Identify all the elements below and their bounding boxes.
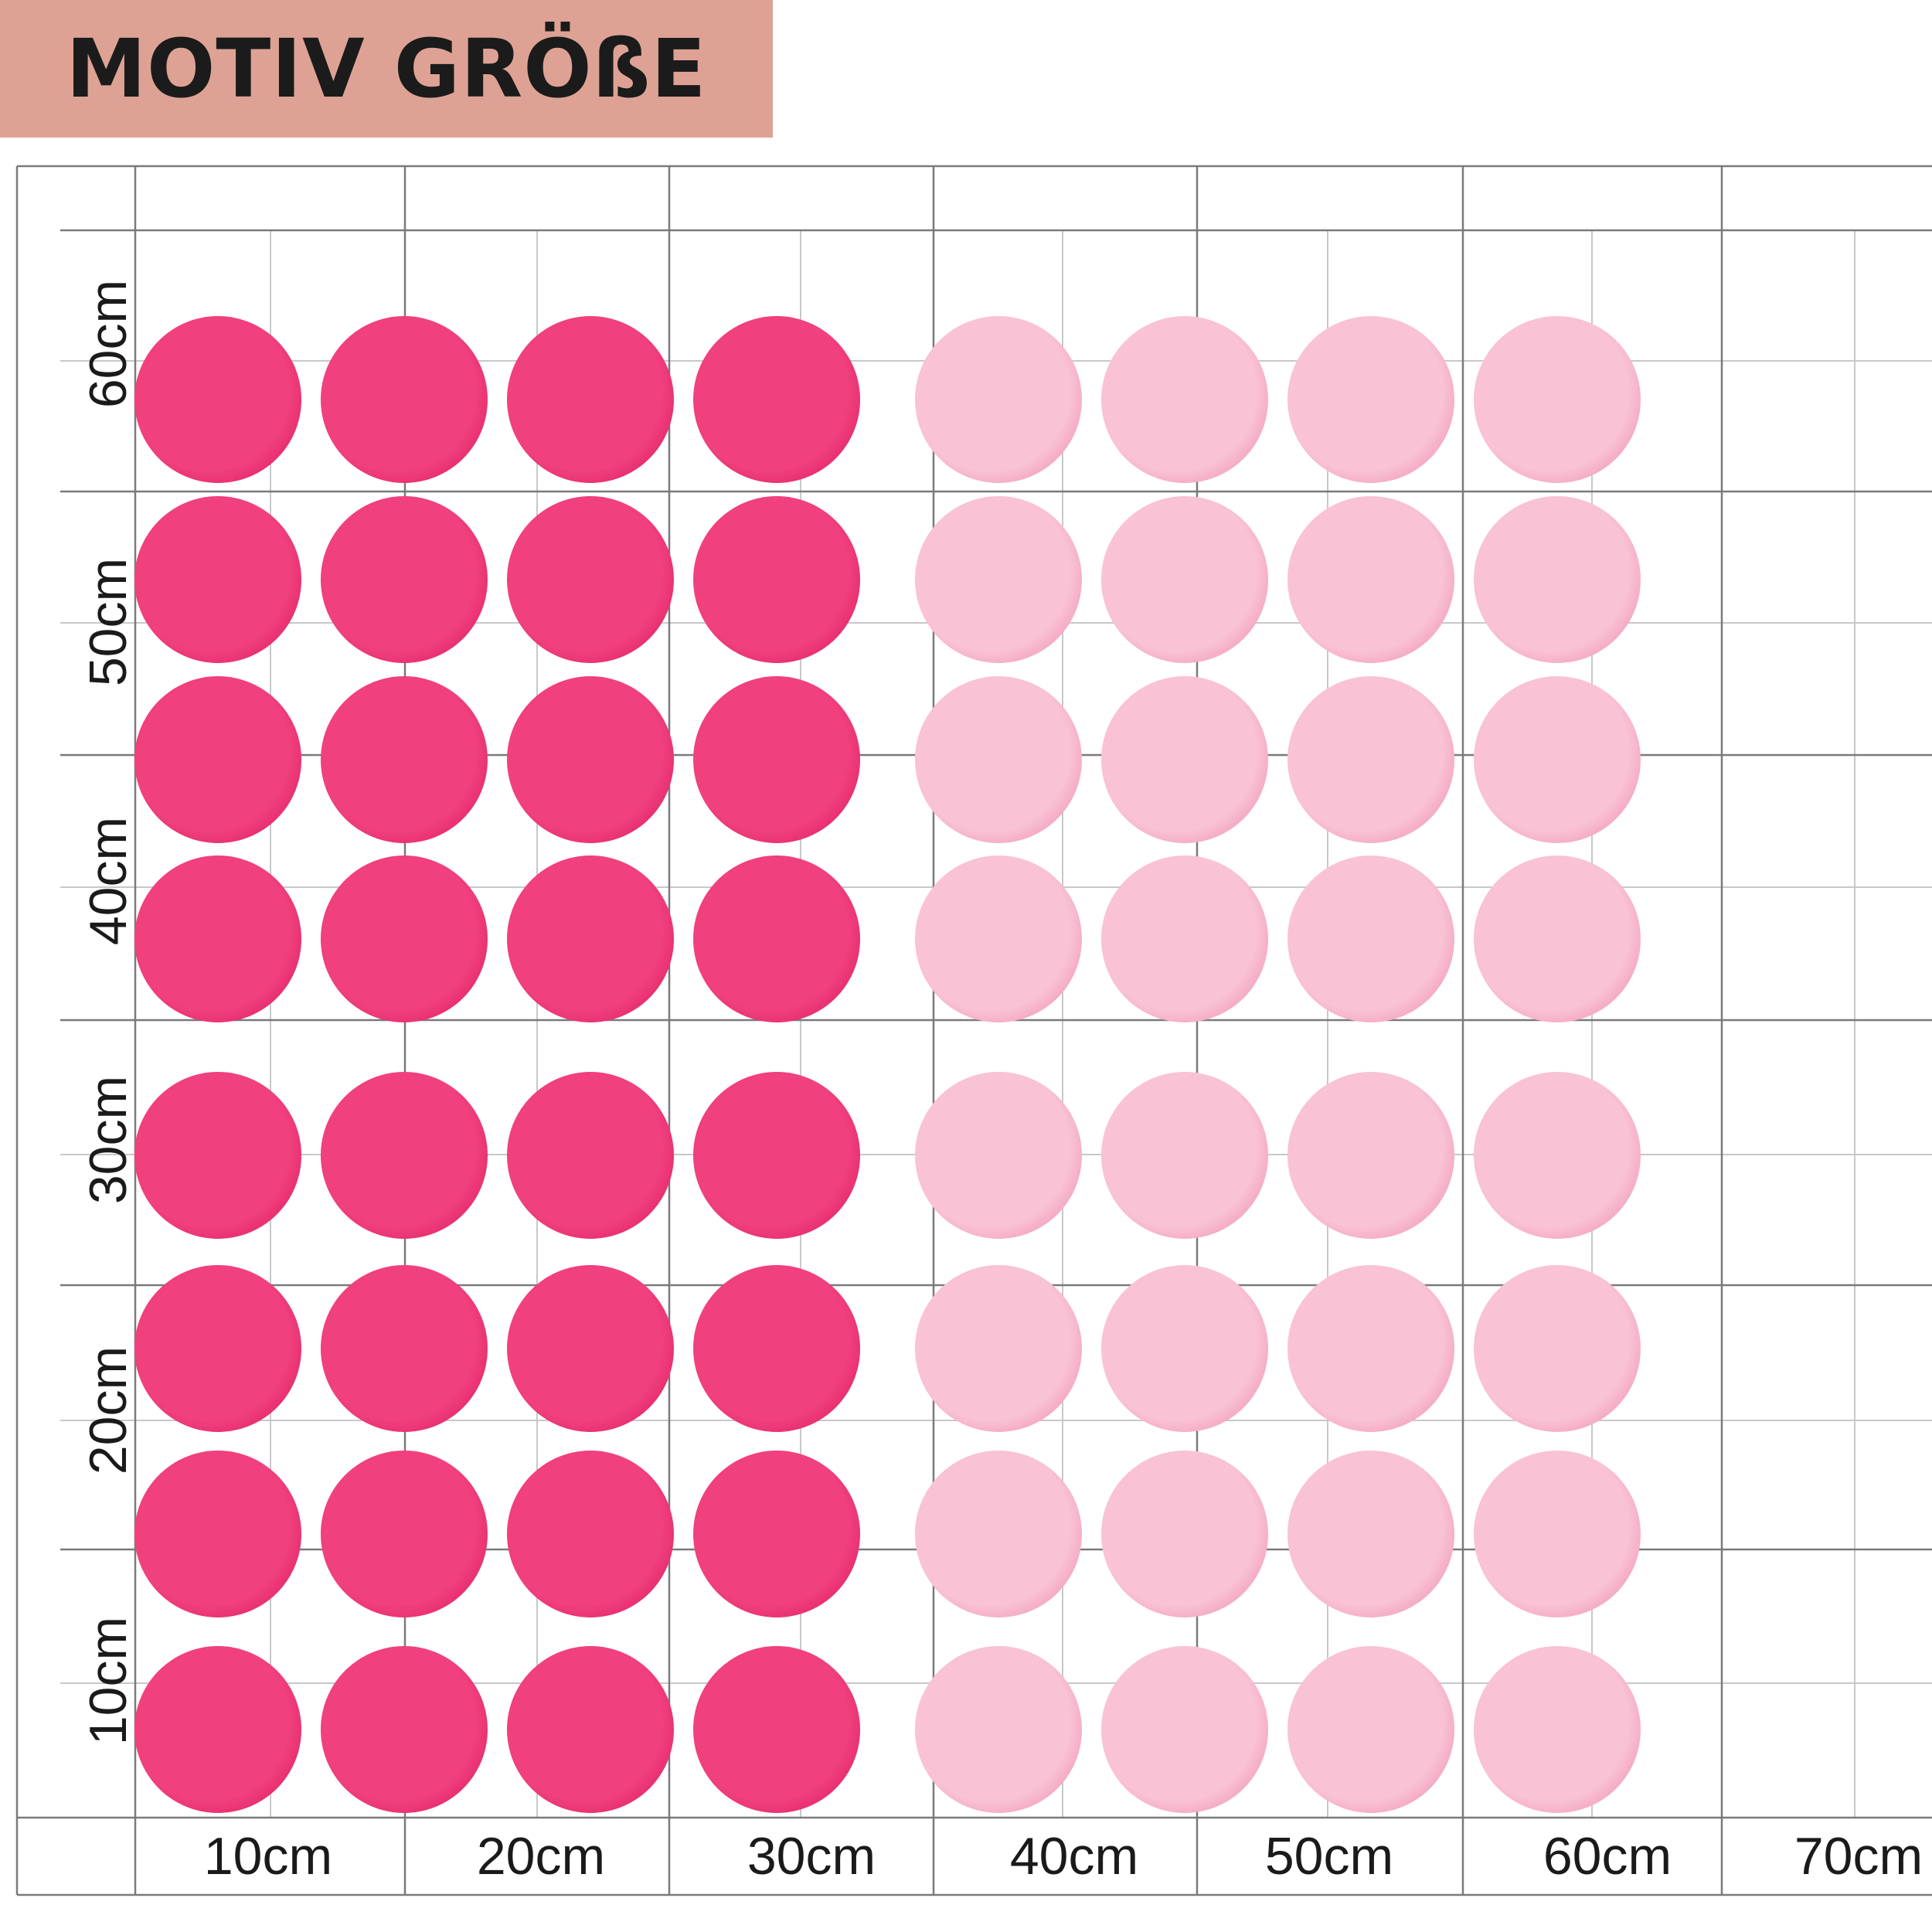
y-label: 30cm xyxy=(79,1075,138,1205)
light-pink-dot xyxy=(1287,855,1454,1022)
dark-pink-dot xyxy=(507,1451,674,1617)
light-pink-dot xyxy=(915,316,1082,483)
dark-pink-dot xyxy=(321,676,488,843)
light-pink-dot xyxy=(915,1646,1082,1813)
dark-pink-dot xyxy=(321,1646,488,1813)
dark-pink-dot xyxy=(134,316,301,483)
dark-pink-dot xyxy=(321,855,488,1022)
light-pink-dot xyxy=(1101,1451,1268,1617)
y-label: 10cm xyxy=(79,1616,138,1746)
light-pink-dot xyxy=(1474,316,1641,483)
light-pink-dot xyxy=(1474,855,1641,1022)
light-pink-dot xyxy=(1474,676,1641,843)
light-pink-dot xyxy=(915,1451,1082,1617)
light-pink-dot xyxy=(1101,496,1268,663)
dark-pink-dot xyxy=(507,1072,674,1239)
dark-pink-dot xyxy=(693,316,860,483)
dark-pink-dot xyxy=(693,676,860,843)
dark-pink-dot xyxy=(134,1451,301,1617)
x-label: 60cm xyxy=(1543,1827,1672,1886)
light-pink-dot xyxy=(1287,496,1454,663)
y-label: 50cm xyxy=(79,557,138,687)
dots-layer xyxy=(134,316,1641,1813)
dark-pink-dot xyxy=(507,855,674,1022)
light-pink-dot xyxy=(1101,1072,1268,1239)
light-pink-dot xyxy=(1101,1265,1268,1432)
dark-pink-dot xyxy=(321,1072,488,1239)
x-label: 10cm xyxy=(203,1827,333,1886)
title-banner xyxy=(0,0,773,138)
x-label: 20cm xyxy=(476,1827,606,1886)
light-pink-dot xyxy=(1287,676,1454,843)
dark-pink-dot xyxy=(693,855,860,1022)
light-pink-dot xyxy=(1474,496,1641,663)
y-label: 20cm xyxy=(79,1345,138,1475)
dark-pink-dot xyxy=(134,1646,301,1813)
dark-pink-dot xyxy=(693,1072,860,1239)
page-title: MOTIV GRÖßE xyxy=(66,22,707,116)
dark-pink-dot xyxy=(321,496,488,663)
x-label: 40cm xyxy=(1009,1827,1139,1886)
light-pink-dot xyxy=(915,855,1082,1022)
x-label: 70cm xyxy=(1794,1827,1923,1886)
light-pink-dot xyxy=(915,1265,1082,1432)
dark-pink-dot xyxy=(134,855,301,1022)
y-label: 40cm xyxy=(79,816,138,946)
dark-pink-dot xyxy=(134,1072,301,1239)
dark-pink-dot xyxy=(507,1265,674,1432)
light-pink-dot xyxy=(1101,855,1268,1022)
light-pink-dot xyxy=(1101,1646,1268,1813)
dark-pink-dot xyxy=(321,316,488,483)
dark-pink-dot xyxy=(693,496,860,663)
light-pink-dot xyxy=(1474,1451,1641,1617)
light-pink-dot xyxy=(1287,1072,1454,1239)
x-label: 50cm xyxy=(1264,1827,1394,1886)
dark-pink-dot xyxy=(507,496,674,663)
dark-pink-dot xyxy=(321,1265,488,1432)
dark-pink-dot xyxy=(134,1265,301,1432)
dark-pink-dot xyxy=(507,676,674,843)
dark-pink-dot xyxy=(693,1451,860,1617)
dark-pink-dot xyxy=(507,1646,674,1813)
light-pink-dot xyxy=(1101,316,1268,483)
dark-pink-dot xyxy=(134,676,301,843)
light-pink-dot xyxy=(1474,1646,1641,1813)
y-label: 60cm xyxy=(79,279,138,409)
light-pink-dot xyxy=(1287,316,1454,483)
light-pink-dot xyxy=(1101,676,1268,843)
light-pink-dot xyxy=(1474,1265,1641,1432)
x-label: 30cm xyxy=(747,1827,876,1886)
light-pink-dot xyxy=(915,1072,1082,1239)
light-pink-dot xyxy=(915,496,1082,663)
light-pink-dot xyxy=(1287,1265,1454,1432)
dark-pink-dot xyxy=(134,496,301,663)
light-pink-dot xyxy=(915,676,1082,843)
light-pink-dot xyxy=(1287,1451,1454,1617)
dark-pink-dot xyxy=(693,1646,860,1813)
dark-pink-dot xyxy=(507,316,674,483)
light-pink-dot xyxy=(1287,1646,1454,1813)
dark-pink-dot xyxy=(321,1451,488,1617)
dark-pink-dot xyxy=(693,1265,860,1432)
light-pink-dot xyxy=(1474,1072,1641,1239)
